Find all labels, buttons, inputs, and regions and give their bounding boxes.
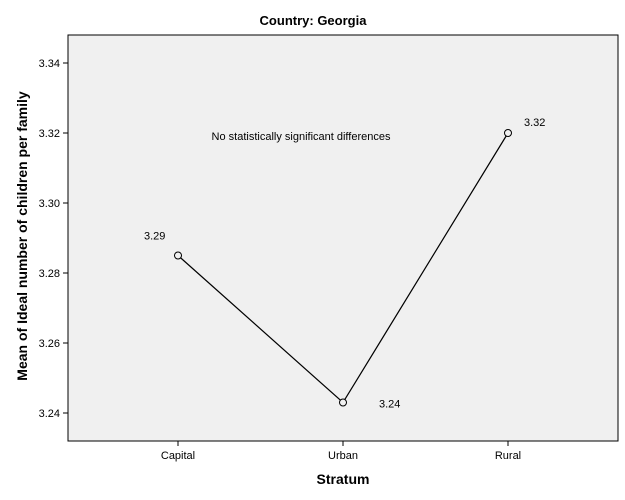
chart-title: Country: Georgia (260, 13, 368, 28)
y-axis-title: Mean of Ideal number of children per fam… (14, 91, 30, 381)
data-point (174, 251, 182, 260)
data-point (504, 129, 512, 137)
x-tick-label: Urban (328, 450, 358, 462)
y-tick-label: 3.32 (39, 128, 60, 140)
data-labels: 3.29 3.24 3.32 (144, 117, 545, 411)
plot-area (67, 34, 619, 442)
data-label: 3.24 (379, 399, 400, 411)
y-tick-label: 3.30 (39, 198, 60, 210)
y-tick-label: 3.26 (39, 338, 60, 350)
x-axis-title: Stratum (317, 471, 370, 487)
data-label: 3.29 (144, 231, 165, 243)
y-axis: 3.24 3.26 3.28 3.30 3.32 3.34 (39, 58, 68, 420)
y-tick-label: 3.24 (39, 408, 60, 420)
y-tick-label: 3.34 (39, 58, 60, 70)
data-point (339, 398, 347, 407)
x-tick-label: Capital (161, 450, 195, 462)
significance-annotation: No statistically significant differences (212, 131, 391, 143)
x-tick-label: Rural (495, 450, 521, 462)
y-tick-label: 3.28 (39, 268, 60, 280)
series-line (174, 129, 512, 407)
x-axis: Capital Urban Rural (161, 441, 521, 462)
data-label: 3.32 (524, 117, 545, 129)
